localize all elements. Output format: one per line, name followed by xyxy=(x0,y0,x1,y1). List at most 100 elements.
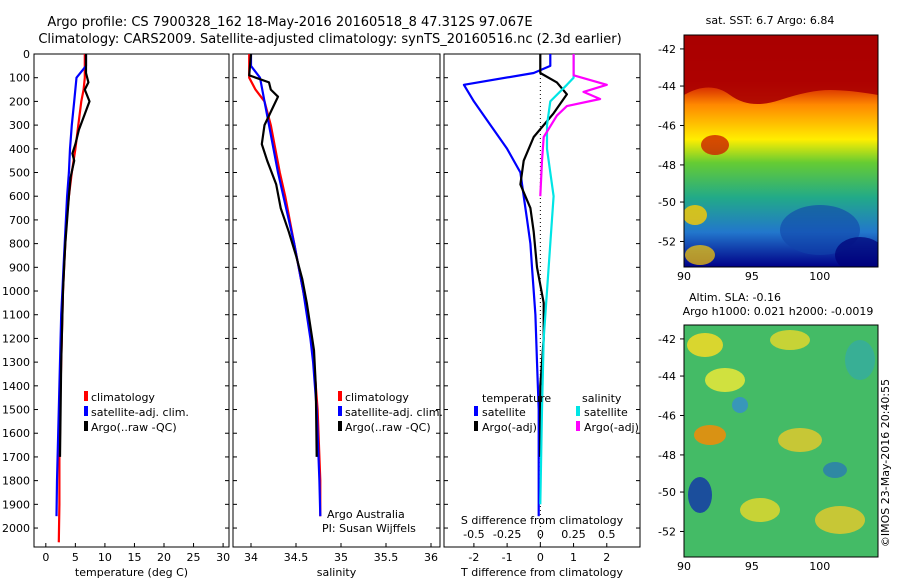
y-tick-label: 1800 xyxy=(2,475,30,488)
temperature-panel: 0100200300400500600700800900100011001200… xyxy=(2,48,230,579)
sla-anomaly xyxy=(687,333,723,357)
x-tick-label: 0 xyxy=(42,551,49,564)
sla-anomaly xyxy=(770,330,810,350)
sst-warm-eddy xyxy=(701,135,729,155)
sla-map: Altim. SLA: -0.16 Argo h1000: 0.021 h200… xyxy=(658,291,879,573)
y-tick-label: 1000 xyxy=(2,285,30,298)
x-tick-label: 10 xyxy=(98,551,112,564)
x-tick-label: 34 xyxy=(244,551,258,564)
sst-warm-patch xyxy=(684,205,707,225)
map-x-tick-label: 95 xyxy=(745,560,759,573)
legend-swatch xyxy=(474,421,478,431)
y-tick-label: 100 xyxy=(9,72,30,85)
x-tick-label: 15 xyxy=(127,551,141,564)
legend-entry: Argo(-adj) xyxy=(584,421,639,434)
sst-y-axis: -42 -44 -46 -48 -50 -52 xyxy=(658,43,684,248)
sla-anomaly xyxy=(688,477,712,513)
legend-entry: satellite xyxy=(482,406,526,419)
sla-y-axis: -42 -44 -46 -48 -50 -52 xyxy=(658,333,684,538)
y-tick-label: 700 xyxy=(9,214,30,227)
series-line xyxy=(462,54,552,517)
top-tick-label: -0.25 xyxy=(493,528,521,541)
x-tick-label: -2 xyxy=(468,551,479,564)
credit-text: ©IMOS 23-May-2016 20:40:55 xyxy=(879,379,892,547)
x-tick-label: 0 xyxy=(537,551,544,564)
legend-entry: Argo(-adj) xyxy=(482,421,537,434)
y-tick-label: 1900 xyxy=(2,498,30,511)
legend-title: temperature xyxy=(482,392,551,405)
series-line xyxy=(539,54,575,505)
y-tick-label: 200 xyxy=(9,95,30,108)
sla-anomaly xyxy=(823,462,847,478)
top-axis-label: S difference from climatology xyxy=(461,514,624,527)
sla-anomaly xyxy=(740,498,780,522)
sla-anomaly xyxy=(845,340,875,380)
plot-frame xyxy=(33,53,230,548)
x-tick-label: 35 xyxy=(334,551,348,564)
x-tick-label: 1 xyxy=(570,551,577,564)
sst-x-axis: 90 95 100 xyxy=(677,270,830,283)
x-axis-label: temperature (deg C) xyxy=(75,566,188,579)
legend-swatch xyxy=(338,406,342,416)
map-y-tick-label: -52 xyxy=(658,525,676,538)
x-tick-label: 35.5 xyxy=(374,551,399,564)
header-line-1: Argo profile: CS 7900328_162 18-May-2016… xyxy=(47,15,532,30)
plot-frame xyxy=(232,53,441,548)
legend-entry: climatology xyxy=(91,391,155,404)
y-tick-label: 0 xyxy=(23,48,30,61)
x-tick-label: -1 xyxy=(502,551,513,564)
legend-swatch xyxy=(338,421,342,431)
y-tick-label: 600 xyxy=(9,190,30,203)
x-tick-label: 34.5 xyxy=(284,551,309,564)
map-x-tick-label: 90 xyxy=(677,560,691,573)
sla-anomaly xyxy=(694,425,726,445)
annotation-text: PI: Susan Wijffels xyxy=(322,522,416,535)
y-tick-label: 1600 xyxy=(2,427,30,440)
y-tick-label: 300 xyxy=(9,119,30,132)
y-tick-label: 1500 xyxy=(2,404,30,417)
y-tick-label: 500 xyxy=(9,167,30,180)
sla-anomaly xyxy=(815,506,865,534)
x-axis-label: T difference from climatology xyxy=(460,566,623,579)
sst-warm-patch xyxy=(685,245,715,265)
y-tick-label: 1300 xyxy=(2,356,30,369)
x-tick-label: 20 xyxy=(157,551,171,564)
map-y-tick-label: -48 xyxy=(658,159,676,172)
x-tick-label: 36 xyxy=(424,551,438,564)
series-line xyxy=(58,54,91,457)
legend-swatch xyxy=(338,391,342,401)
map-y-tick-label: -48 xyxy=(658,449,676,462)
map-y-tick-label: -50 xyxy=(658,196,676,209)
map-y-tick-label: -46 xyxy=(658,409,676,422)
y-tick-label: 400 xyxy=(9,143,30,156)
y-tick-label: 1200 xyxy=(2,332,30,345)
map-y-tick-label: -52 xyxy=(658,235,676,248)
y-tick-label: 1700 xyxy=(2,451,30,464)
header-line-2: Climatology: CARS2009. Satellite-adjuste… xyxy=(38,32,621,47)
legend-entry: satellite-adj. clim. xyxy=(91,406,189,419)
sst-front xyxy=(684,35,878,104)
sla-anomaly xyxy=(778,428,822,452)
sla-map-frame xyxy=(683,324,879,558)
y-tick-label: 2000 xyxy=(2,522,30,535)
legend-swatch xyxy=(84,391,88,401)
series-line xyxy=(539,54,608,197)
sst-map-title: sat. SST: 6.7 Argo: 6.84 xyxy=(706,14,835,27)
legend-swatch xyxy=(576,406,580,416)
annotation-text: Argo Australia xyxy=(327,508,405,521)
legend-title: salinity xyxy=(582,392,622,405)
sla-anomaly xyxy=(732,397,748,413)
legend-swatch xyxy=(84,406,88,416)
map-x-tick-label: 100 xyxy=(809,270,830,283)
top-tick-label: -0.5 xyxy=(463,528,484,541)
y-tick-label: 900 xyxy=(9,261,30,274)
sst-map: sat. SST: 6.7 Argo: 6.84 -42 -44 -46 -48 -50… xyxy=(658,14,879,283)
map-y-tick-label: -42 xyxy=(658,43,676,56)
sst-map-frame xyxy=(683,34,879,268)
legend-swatch xyxy=(84,421,88,431)
sst-cold-patch xyxy=(835,237,878,267)
legend-entry: satellite xyxy=(584,406,628,419)
legend-entry: Argo(..raw -QC) xyxy=(345,421,431,434)
top-tick-label: 0 xyxy=(537,528,544,541)
salinity-panel: 34 34.5 35 35.5 36 salinity climatology satelli… xyxy=(232,53,443,579)
